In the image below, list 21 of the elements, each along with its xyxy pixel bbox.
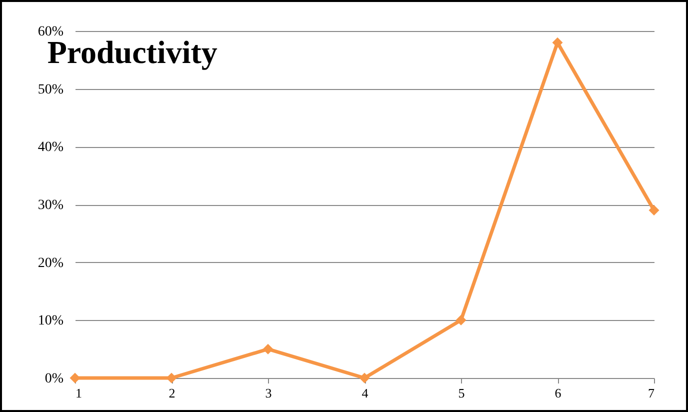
y-tick-label: 0% xyxy=(44,372,64,386)
y-tick-label: 20% xyxy=(38,256,64,271)
point xyxy=(456,314,466,326)
x-tick-label: 5 xyxy=(458,386,465,400)
y-tick-label: 40% xyxy=(38,140,64,156)
point xyxy=(166,372,177,384)
point xyxy=(70,372,80,384)
x-tick-label: 7 xyxy=(648,386,655,400)
y-tick-label: 30% xyxy=(38,198,64,213)
x-tick-label: 6 xyxy=(554,386,562,400)
point xyxy=(262,344,274,354)
x-tick-label: 1 xyxy=(76,386,82,400)
point xyxy=(552,37,563,48)
y-tick-label: 50% xyxy=(38,82,64,98)
point xyxy=(359,372,370,384)
y-tick-label: 10% xyxy=(38,314,64,329)
y-tick-label: 60% xyxy=(38,24,64,40)
x-tick-label: 4 xyxy=(362,386,369,400)
x-tick-label: 2 xyxy=(168,386,176,400)
point xyxy=(648,205,660,216)
x-tick-label: 3 xyxy=(265,386,272,400)
